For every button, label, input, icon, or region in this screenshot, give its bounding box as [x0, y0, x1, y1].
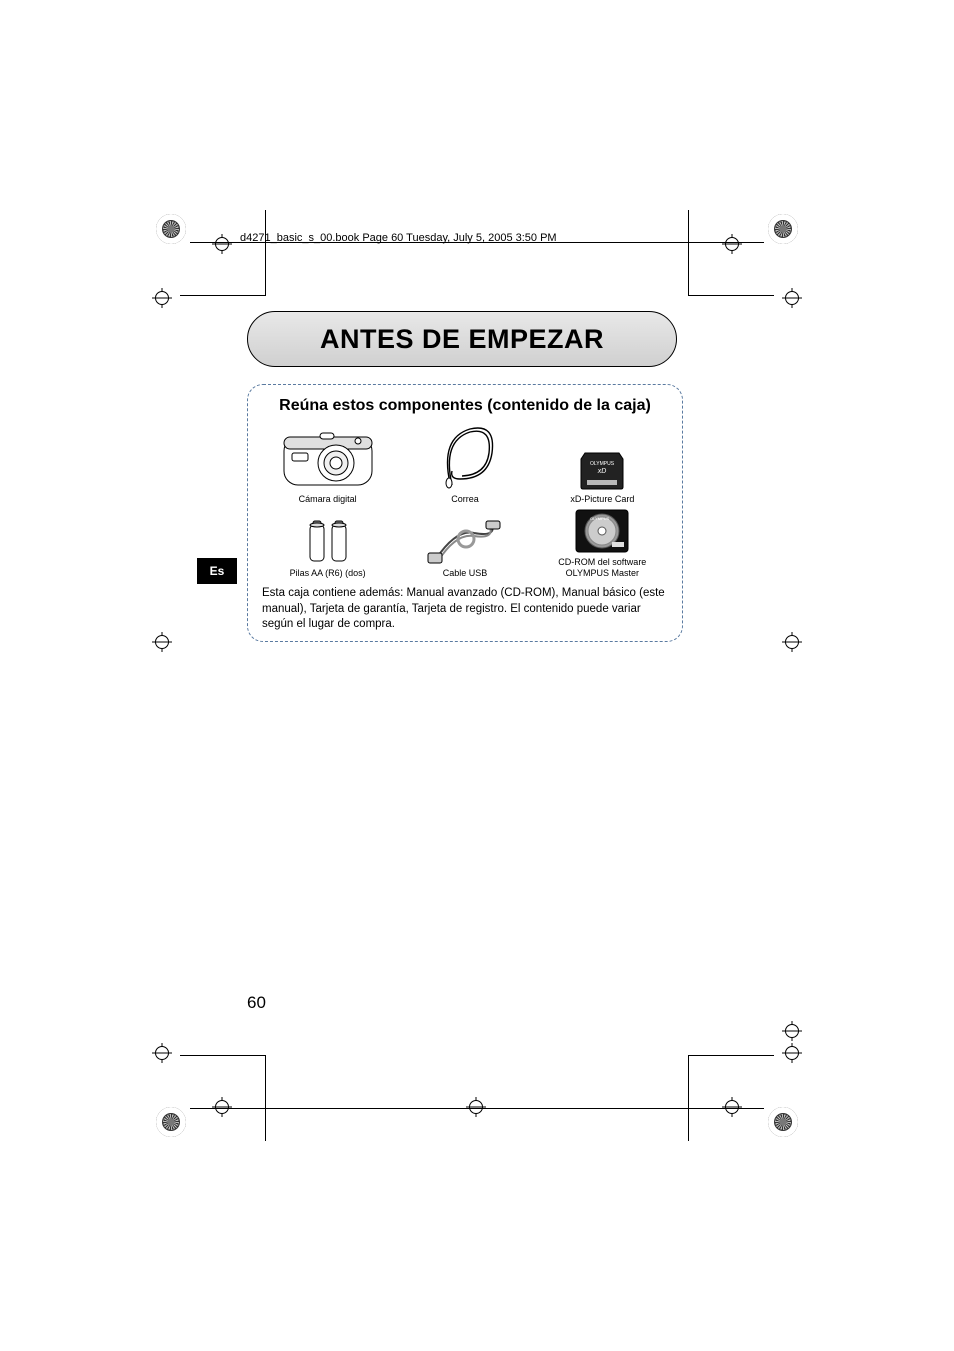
- camera-icon: [280, 429, 376, 491]
- svg-text:xD: xD: [597, 468, 607, 475]
- box-contents-paragraph: Esta caja contiene además: Manual avanza…: [262, 586, 668, 633]
- crosshair-icon: [782, 1043, 802, 1063]
- strap-icon: [430, 423, 500, 491]
- usb-cable-icon: [426, 519, 504, 565]
- chapter-title: ANTES DE EMPEZAR: [320, 324, 604, 355]
- crosshair-icon: [722, 1097, 742, 1117]
- item-usb-cable: Cable USB: [426, 519, 504, 578]
- crosshair-icon: [152, 632, 172, 652]
- chapter-title-pill: ANTES DE EMPEZAR: [247, 311, 677, 367]
- page: d4271_basic_s_00.book Page 60 Tuesday, J…: [0, 0, 954, 1351]
- crosshair-icon: [212, 1097, 232, 1117]
- item-strap: Correa: [430, 423, 500, 504]
- item-label: Cable USB: [443, 568, 488, 578]
- crosshair-icon: [722, 234, 742, 254]
- crosshair-icon: [782, 288, 802, 308]
- item-label: CD-ROM del software OLYMPUS Master: [537, 557, 668, 578]
- page-number: 60: [247, 993, 266, 1013]
- svg-text:OLYMPUS: OLYMPUS: [590, 516, 610, 521]
- crosshair-icon: [782, 632, 802, 652]
- batteries-icon: [300, 519, 356, 565]
- item-batteries: Pilas AA (R6) (dos): [290, 519, 366, 578]
- crop-rule: [190, 1108, 764, 1109]
- item-cdrom: OLYMPUS CD-ROM del software OLYMPUS Mast…: [537, 508, 668, 578]
- item-label: Pilas AA (R6) (dos): [290, 568, 366, 578]
- item-xd-card: OLYMPUS xD xD-Picture Card: [570, 451, 634, 504]
- item-camera: Cámara digital: [280, 429, 376, 504]
- cdrom-icon: OLYMPUS: [570, 508, 634, 554]
- item-label: Cámara digital: [299, 494, 357, 504]
- box-contents-section: Reúna estos componentes (contenido de la…: [247, 384, 683, 642]
- crosshair-icon: [466, 1097, 486, 1117]
- book-header: d4271_basic_s_00.book Page 60 Tuesday, J…: [240, 232, 557, 244]
- item-label: xD-Picture Card: [570, 494, 634, 504]
- crosshair-icon: [782, 1021, 802, 1041]
- svg-text:OLYMPUS: OLYMPUS: [590, 461, 615, 467]
- language-tab: Es: [197, 558, 237, 584]
- items-grid: Cámara digital Correa OLYMPUS xD: [262, 423, 668, 578]
- crosshair-icon: [152, 1043, 172, 1063]
- crosshair-icon: [212, 234, 232, 254]
- xd-card-icon: OLYMPUS xD: [579, 451, 625, 491]
- item-label: Correa: [451, 494, 479, 504]
- section-title: Reúna estos componentes (contenido de la…: [262, 397, 668, 415]
- crosshair-icon: [152, 288, 172, 308]
